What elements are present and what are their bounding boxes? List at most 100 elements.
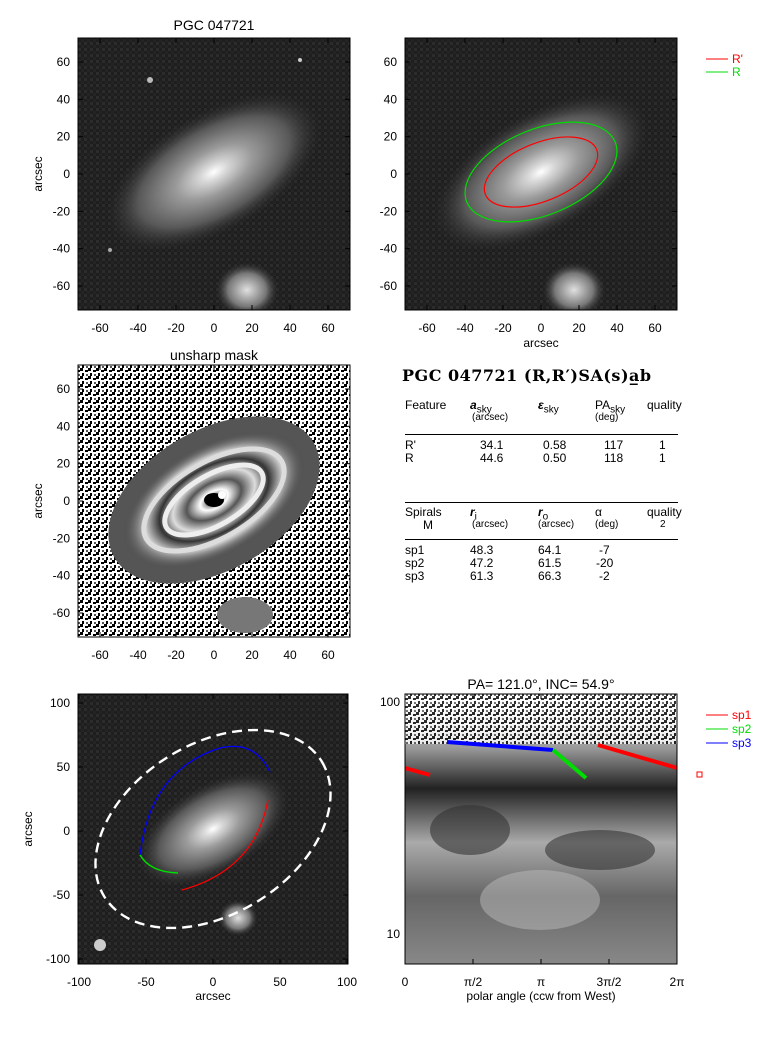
ring-r-prime-ellipse xyxy=(483,136,599,208)
panel1-xtick-label: -60 xyxy=(91,321,109,335)
legend-top: R' R xyxy=(706,52,743,79)
panel2-xtick-label: -20 xyxy=(494,321,512,335)
pa-sky-sub: sky xyxy=(610,404,626,416)
feature-row-q: 1 xyxy=(659,438,666,452)
panel1-title: PGC 047721 xyxy=(174,17,255,33)
alpha-header: α xyxy=(595,505,602,519)
galaxy-image-panel xyxy=(77,37,351,311)
spiral-row-name: sp3 xyxy=(405,569,425,583)
pa-sky-unit: (deg) xyxy=(595,412,619,423)
panel6-xtick-label: 0 xyxy=(402,975,409,989)
a-sky-header: a xyxy=(470,398,477,412)
feature-row-e: 0.50 xyxy=(543,451,567,465)
feature-col-header: Feature xyxy=(405,398,447,412)
spiral-row-ro: 64.1 xyxy=(538,543,562,557)
ro-header: r xyxy=(538,505,543,519)
panel5-xlabel: arcsec xyxy=(195,989,230,1003)
panel3-ytick-label: 40 xyxy=(57,419,71,433)
panel1-ytick-label: 20 xyxy=(57,130,71,144)
panel5-xtick-label: -50 xyxy=(137,975,155,989)
table-heading: PGC 047721 (R,R′)SA(s)a̲b xyxy=(402,366,652,385)
spiral-row-name: sp1 xyxy=(405,543,425,557)
panel3-xtick-label: 60 xyxy=(321,648,335,662)
a-sky-sub: sky xyxy=(476,404,492,416)
quality-m-value: 2 xyxy=(660,519,666,530)
panel5-xtick-label: 100 xyxy=(337,975,357,989)
panel3-ytick-label: 0 xyxy=(63,494,70,508)
feature-row-pa: 117 xyxy=(604,438,624,452)
panel1-ytick-label: -60 xyxy=(53,279,71,293)
legend-sp2-label: sp2 xyxy=(732,722,752,736)
panel1-ylabel: arcsec xyxy=(31,156,45,191)
ro-sub: o xyxy=(542,511,549,523)
legend-r-prime-label: R' xyxy=(732,52,743,66)
features-table: Feature asky (arcsec) εsky PAsky (deg) q… xyxy=(405,398,682,478)
a-sky-unit: (arcsec) xyxy=(472,412,509,423)
spiral-row-alpha: -20 xyxy=(596,556,614,570)
panel3-title: unsharp mask xyxy=(170,347,259,363)
panel1-ytick-label: 60 xyxy=(57,55,71,69)
spiral-row-alpha: -2 xyxy=(599,569,610,583)
panel1-xtick-label: 20 xyxy=(245,321,259,335)
polar-sp1-right xyxy=(597,743,677,770)
feature-row-e: 0.58 xyxy=(543,438,567,452)
e-sky-header: ε xyxy=(538,398,544,412)
spiral-arm-sp1 xyxy=(181,799,269,891)
panel6-xtick-label: π/2 xyxy=(464,975,483,989)
legend-sp1-label: sp1 xyxy=(732,708,752,722)
panel2-ytick-label: -60 xyxy=(380,279,398,293)
legend-r-label: R xyxy=(732,65,741,79)
panel3-xtick-label: -40 xyxy=(129,648,147,662)
panel5-ytick-label: -100 xyxy=(46,952,70,966)
ellipse-fit-panel xyxy=(404,37,678,311)
panel2-xtick-label: 40 xyxy=(610,321,624,335)
panel6-title: PA= 121.0°, INC= 54.9° xyxy=(467,676,614,692)
panel2-xtick-label: -40 xyxy=(456,321,474,335)
alpha-unit: (deg) xyxy=(595,519,619,530)
panel2-xlabel: arcsec xyxy=(523,336,558,350)
spiral-arms-panel xyxy=(77,693,349,965)
spiral-row-ri: 61.3 xyxy=(470,569,494,583)
panel1-ytick-label: 40 xyxy=(57,92,71,106)
feature-row-a: 44.6 xyxy=(480,451,504,465)
panel3-ytick-label: 20 xyxy=(57,457,71,471)
panel6-xtick-label: 3π/2 xyxy=(597,975,622,989)
panel5-xtick-label: -100 xyxy=(67,975,91,989)
panel3-xtick-label: 20 xyxy=(245,648,259,662)
panel5-ytick-label: 0 xyxy=(63,824,70,838)
spiral-row-ri: 47.2 xyxy=(470,556,494,570)
feature-row-name: R' xyxy=(405,438,416,452)
legend-sp3-label: sp3 xyxy=(732,736,752,750)
unsharp-mask-panel xyxy=(77,364,351,638)
panel3-ytick-label: -40 xyxy=(53,569,71,583)
ri-sub: i xyxy=(474,511,477,523)
ri-unit: (arcsec) xyxy=(472,519,509,530)
feature-row-name: R xyxy=(405,451,414,465)
panel1-ytick-label: -20 xyxy=(53,204,71,218)
legend-bottom: sp1 sp2 sp3 xyxy=(706,708,752,750)
ring-r-ellipse xyxy=(464,121,618,223)
panel5-ylabel: arcsec xyxy=(21,811,35,846)
spiral-row-alpha: -7 xyxy=(599,543,610,557)
feature-row-q: 1 xyxy=(659,451,666,465)
panel6-ytick-10: 10 xyxy=(387,927,401,941)
panel5-ytick-label: 50 xyxy=(57,760,71,774)
panel3-ytick-label: 60 xyxy=(57,382,71,396)
panel5-xtick-label: 50 xyxy=(273,975,287,989)
spirals-m-label: M xyxy=(423,518,433,532)
panel1-xtick-label: -40 xyxy=(129,321,147,335)
feature-row-pa: 118 xyxy=(604,451,624,465)
spiral-arm-sp3 xyxy=(139,745,271,856)
polar-sp3 xyxy=(446,740,554,752)
polar-plot-panel xyxy=(404,693,678,965)
panel3-ytick-label: -60 xyxy=(53,606,71,620)
panel2-xtick-label: 0 xyxy=(538,321,545,335)
panel2-xtick-label: 60 xyxy=(648,321,662,335)
panel2-ytick-label: -20 xyxy=(380,204,398,218)
quality-col-header: quality xyxy=(647,398,682,412)
panel5-ytick-label: 100 xyxy=(50,696,70,710)
deprojection-ellipse xyxy=(94,728,332,930)
panel1-xtick-label: 60 xyxy=(321,321,335,335)
quality-col-header: quality xyxy=(647,505,682,519)
panel3-xtick-label: -60 xyxy=(91,648,109,662)
